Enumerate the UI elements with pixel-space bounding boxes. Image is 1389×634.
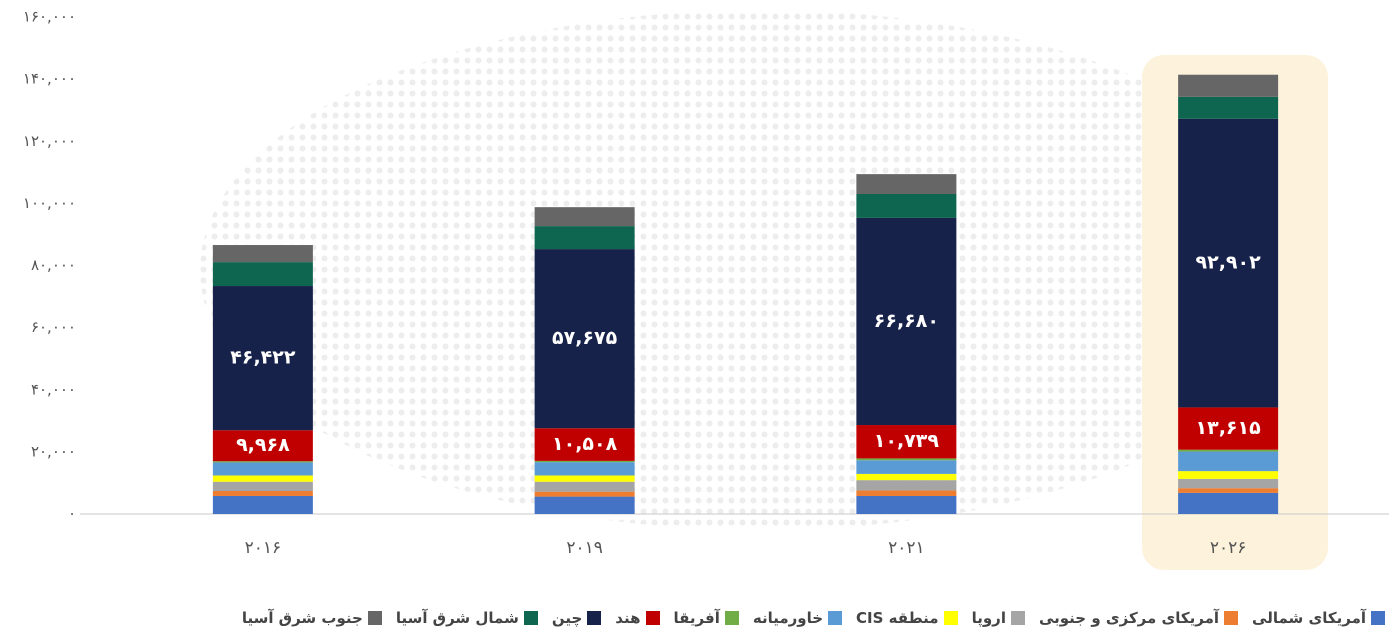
bar-segment: [212, 262, 313, 287]
legend-label: آمریکای مرکزی و جنوبی: [1038, 609, 1220, 627]
legend-label: هند: [615, 609, 641, 627]
bar-segment: [1178, 478, 1279, 489]
legend-label: آفریقا: [673, 609, 720, 627]
bar-segment: [856, 193, 957, 218]
x-tick-label: ۲۰۲۶: [1210, 538, 1247, 558]
data-label: ۴۶,۴۲۲: [230, 347, 296, 369]
bar-segment: [534, 481, 635, 492]
x-tick-label: ۲۰۱۹: [566, 538, 603, 558]
bar-segment: [534, 475, 635, 482]
y-tick-label: ۱۲۰,۰۰۰: [23, 132, 76, 150]
bar-segment: [212, 461, 313, 463]
legend-swatch: [724, 611, 739, 625]
legend-swatch: [1371, 611, 1385, 625]
legend-item: چین: [551, 609, 602, 627]
bar-segment: [212, 491, 313, 496]
legend-label: جنوب شرق آسیا: [241, 609, 363, 627]
legend-label: چین: [551, 609, 583, 627]
data-label: ۹۲,۹۰۲: [1196, 252, 1262, 274]
bar-segment: [534, 207, 635, 227]
bar-segment: [212, 481, 313, 492]
legend-label: آمریکای شمالی: [1252, 609, 1366, 627]
y-tick-label: ۰: [68, 505, 76, 523]
bar-segment: [212, 286, 313, 431]
bar-segment: [534, 428, 635, 461]
bar-segment: [212, 495, 313, 514]
chart: ۰ ۲۰,۰۰۰ ۴۰,۰۰۰ ۶۰,۰۰۰ ۸۰,۰۰۰ ۱۰۰,۰۰۰ ۱۲۰,۰۰۰ ۱…: [23, 8, 1389, 570]
bar-segment: [534, 496, 635, 514]
legend-item: خاورمیانه: [752, 609, 843, 627]
legend-swatch: [1010, 611, 1025, 625]
y-tick-label: ۱۴۰,۰۰۰: [23, 70, 76, 88]
y-tick-label: ۸۰,۰۰۰: [31, 256, 76, 274]
bar-segment: [1178, 451, 1279, 472]
legend-item: آفریقا: [674, 609, 739, 627]
legend-swatch: [587, 611, 602, 625]
legend-item: آمریکای مرکزی و جنوبی: [1038, 609, 1239, 627]
legend-item: اروپا: [972, 609, 1025, 627]
bar-segment: [856, 425, 957, 459]
bar-segment: [534, 226, 635, 250]
bar-segment: [534, 462, 635, 476]
y-tick-label: ۶۰,۰۰۰: [31, 318, 76, 336]
legend-item: آمریکای شمالی: [1252, 609, 1385, 627]
bar-segment: [1178, 74, 1279, 97]
y-tick-label: ۱۰۰,۰۰۰: [23, 194, 76, 212]
data-label: ۶۶,۶۸۰: [874, 310, 939, 332]
legend-item: جنوب شرق آسیا: [242, 609, 382, 627]
legend-item: شمال شرق آسیا: [396, 609, 538, 627]
bar-segment: [534, 460, 635, 463]
bar-segment: [856, 473, 957, 481]
legend: آمریکای شمالی آمریکای مرکزی و جنوبی اروپا م…: [0, 604, 1389, 632]
bar-segment: [856, 217, 957, 426]
data-label: ۱۰,۷۳۹: [874, 430, 940, 452]
bar-segment: [212, 430, 313, 462]
bar-segment: [1178, 471, 1279, 479]
legend-swatch: [645, 611, 660, 625]
bar-segment: [856, 458, 957, 461]
data-label: ۵۷,۶۷۵: [552, 327, 618, 349]
legend-label: شمال شرق آسیا: [395, 609, 519, 627]
map-background: [200, 10, 1320, 530]
bar-segment: [856, 174, 957, 194]
legend-swatch: [367, 611, 382, 625]
legend-item: هند: [615, 609, 660, 627]
data-label: ۱۰,۵۰۸: [552, 433, 618, 455]
data-label: ۱۳,۶۱۵: [1196, 417, 1262, 439]
legend-swatch: [828, 611, 843, 625]
bar-segment: [534, 491, 635, 497]
x-tick-label: ۲۰۲۱: [888, 538, 925, 558]
data-label: ۹,۹۶۸: [236, 434, 290, 456]
bar-segment: [856, 460, 957, 474]
y-tick-label: ۲۰,۰۰۰: [31, 442, 76, 460]
bar-segment: [212, 475, 313, 482]
bar-segment: [212, 245, 313, 263]
legend-swatch: [1224, 611, 1239, 625]
legend-label: خاورمیانه: [752, 609, 824, 627]
bar-segment: [1178, 492, 1279, 514]
legend-swatch: [943, 611, 958, 625]
bar-segment: [534, 249, 635, 429]
y-tick-label: ۴۰,۰۰۰: [31, 380, 76, 398]
bar-segment: [1178, 118, 1279, 408]
bar-segment: [856, 495, 957, 514]
bar-segment: [856, 490, 957, 496]
bar-segment: [1178, 449, 1279, 452]
x-tick-label: ۲۰۱۶: [245, 538, 282, 558]
bar-segment: [1178, 488, 1279, 493]
legend-label: اروپا: [971, 609, 1006, 627]
legend-item: منطقه CIS: [856, 609, 958, 627]
bar-segment: [212, 462, 313, 476]
bar-segment: [856, 480, 957, 491]
legend-label: منطقه CIS: [856, 609, 939, 627]
y-tick-label: ۱۶۰,۰۰۰: [23, 8, 76, 26]
bar-segment: [1178, 407, 1279, 450]
bar-segment: [1178, 96, 1279, 119]
legend-swatch: [523, 611, 538, 625]
